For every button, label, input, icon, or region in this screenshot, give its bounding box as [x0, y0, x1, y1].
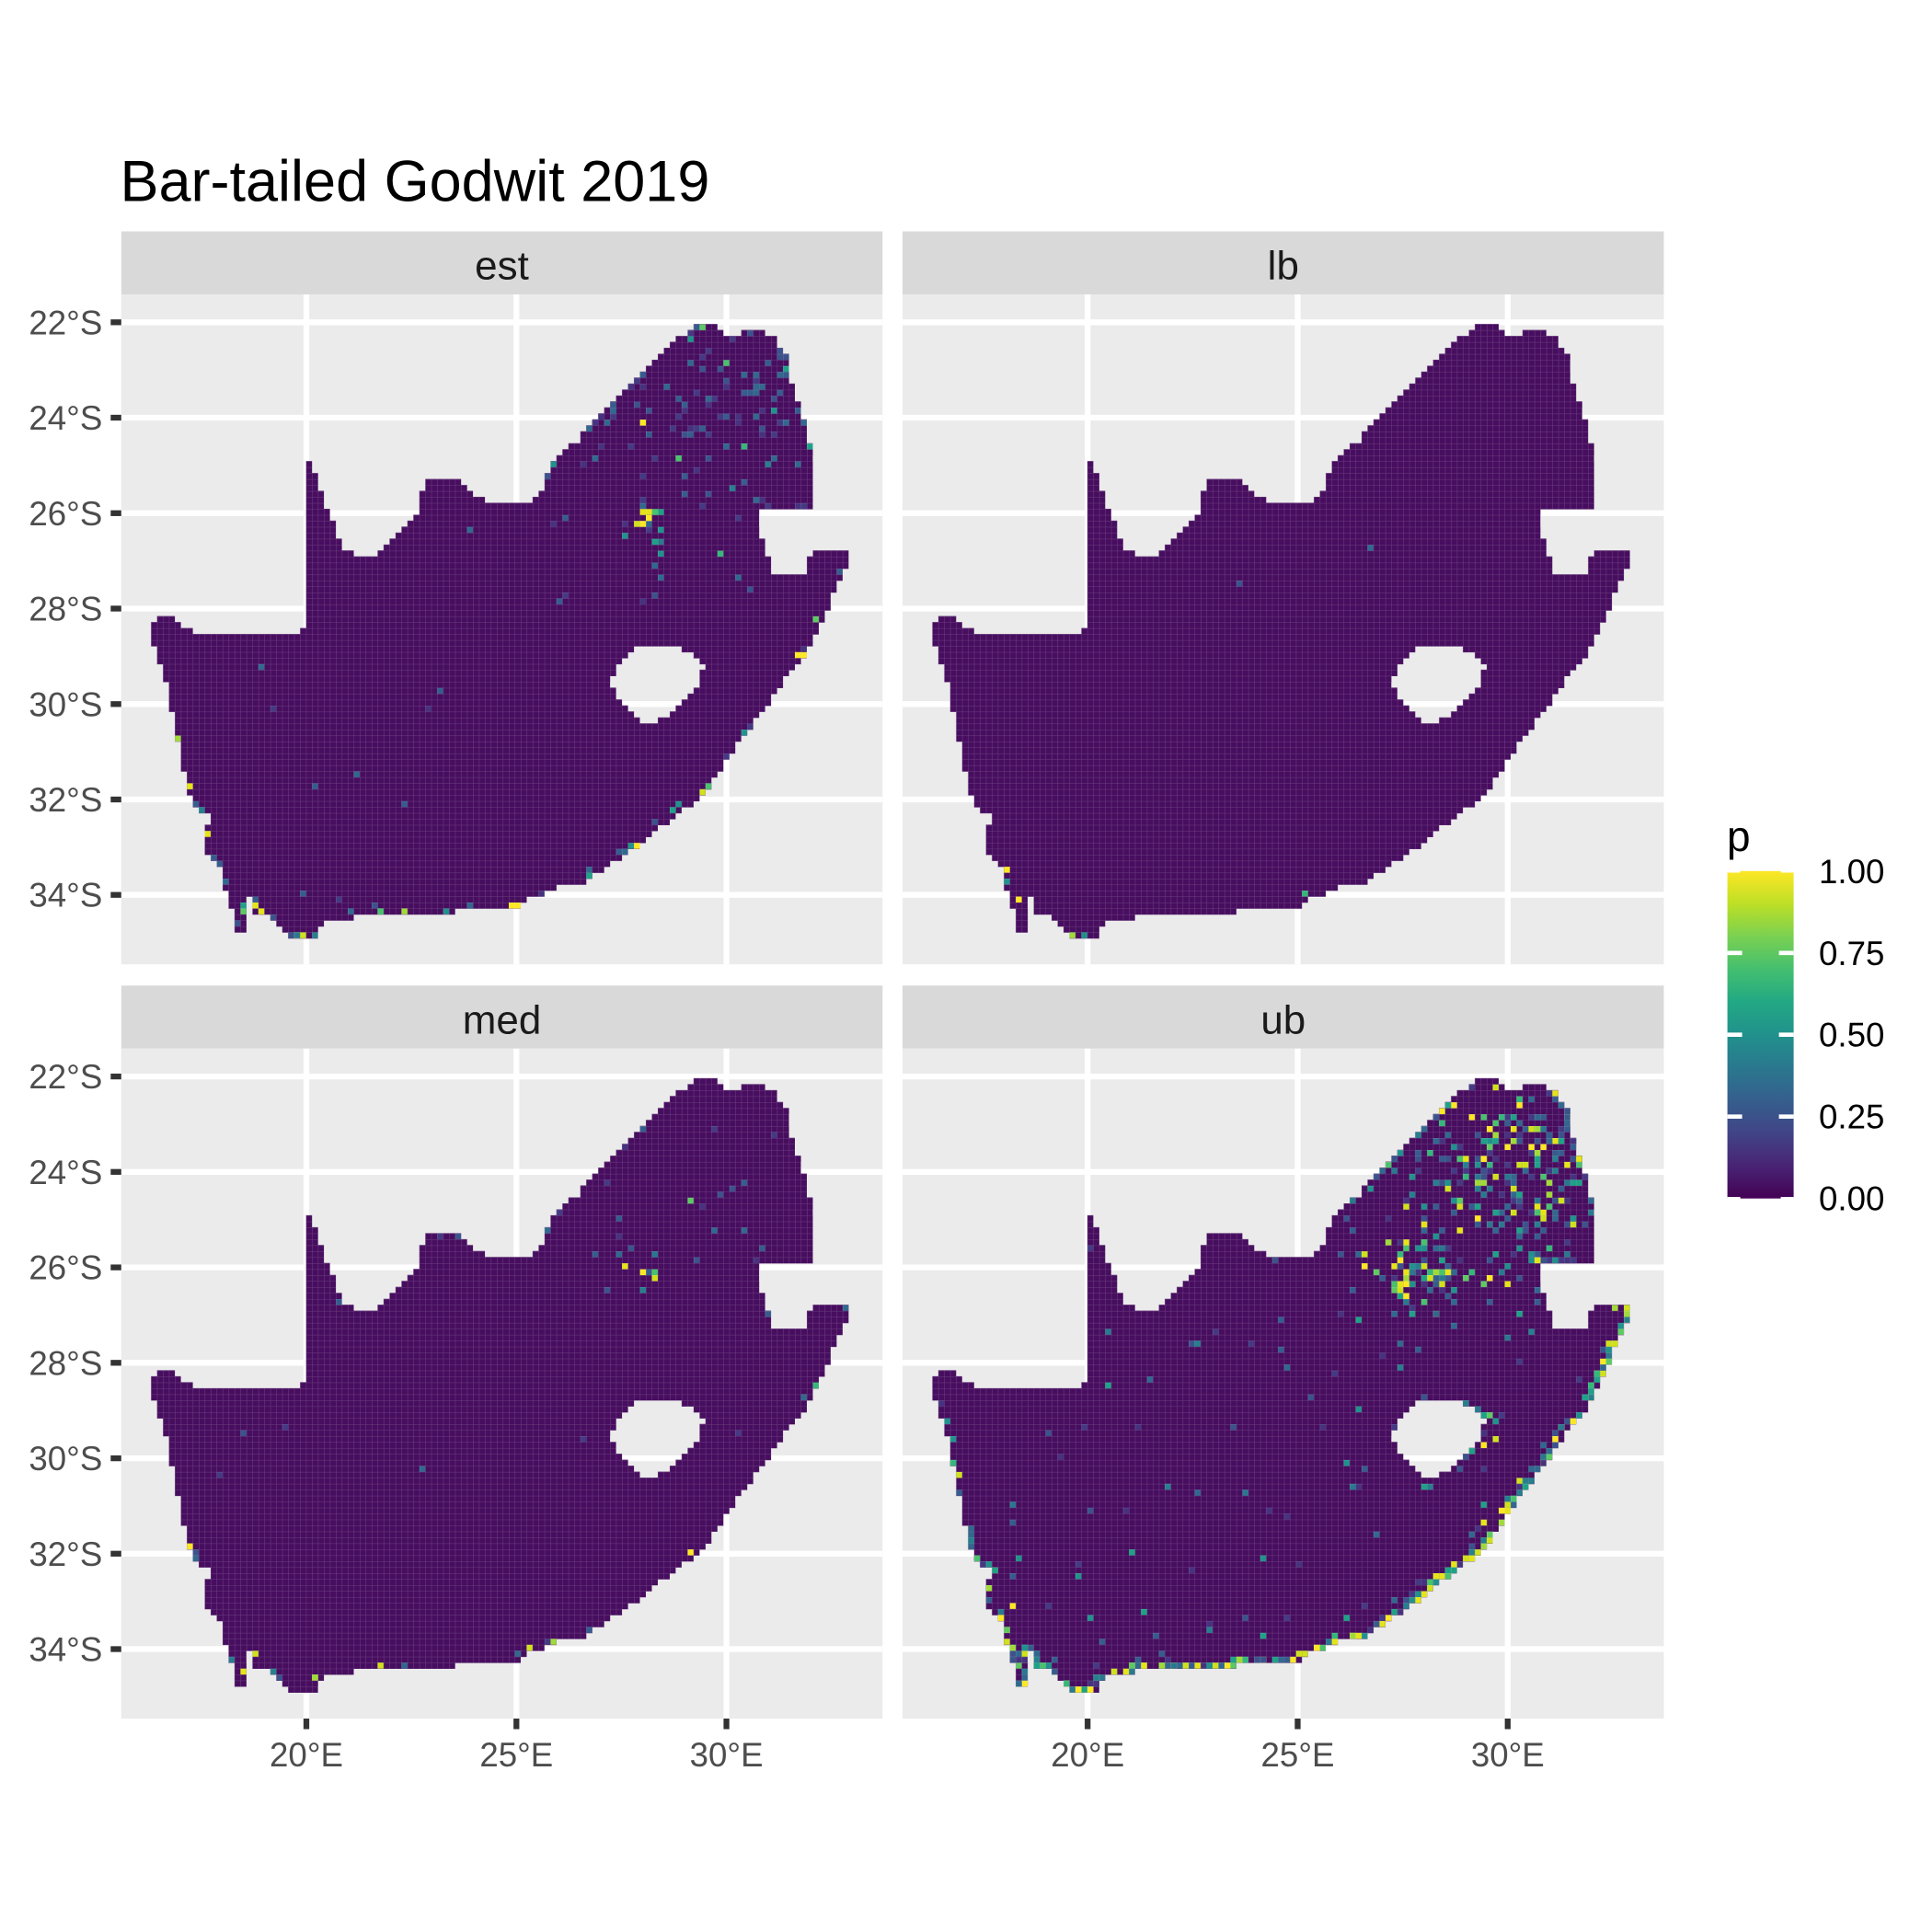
svg-text:30°S: 30°S: [29, 685, 102, 723]
svg-text:25°E: 25°E: [1261, 1736, 1335, 1774]
svg-text:p: p: [1727, 812, 1751, 860]
svg-text:22°S: 22°S: [29, 304, 102, 341]
svg-text:30°E: 30°E: [690, 1736, 764, 1774]
svg-text:30°S: 30°S: [29, 1440, 102, 1478]
svg-text:30°E: 30°E: [1471, 1736, 1545, 1774]
svg-text:24°S: 24°S: [29, 1154, 102, 1191]
svg-text:med: med: [463, 997, 542, 1042]
svg-text:22°S: 22°S: [29, 1058, 102, 1096]
svg-text:34°S: 34°S: [29, 877, 102, 914]
svg-text:26°S: 26°S: [29, 1249, 102, 1287]
svg-text:34°S: 34°S: [29, 1631, 102, 1669]
svg-text:lb: lb: [1268, 244, 1299, 289]
svg-text:0.25: 0.25: [1819, 1098, 1884, 1136]
svg-text:20°E: 20°E: [270, 1736, 343, 1774]
svg-text:0.00: 0.00: [1819, 1180, 1884, 1218]
svg-text:32°S: 32°S: [29, 1535, 102, 1573]
svg-text:ub: ub: [1260, 997, 1305, 1042]
svg-text:28°S: 28°S: [29, 591, 102, 628]
svg-text:32°S: 32°S: [29, 781, 102, 819]
svg-text:0.75: 0.75: [1819, 935, 1884, 972]
svg-text:est: est: [475, 244, 529, 289]
svg-text:26°S: 26°S: [29, 495, 102, 533]
svg-text:24°S: 24°S: [29, 399, 102, 437]
svg-text:0.50: 0.50: [1819, 1017, 1884, 1054]
svg-text:Bar-tailed Godwit 2019: Bar-tailed Godwit 2019: [121, 150, 710, 214]
svg-text:28°S: 28°S: [29, 1344, 102, 1382]
svg-text:1.00: 1.00: [1819, 853, 1884, 891]
svg-text:20°E: 20°E: [1051, 1736, 1124, 1774]
svg-text:25°E: 25°E: [479, 1736, 553, 1774]
